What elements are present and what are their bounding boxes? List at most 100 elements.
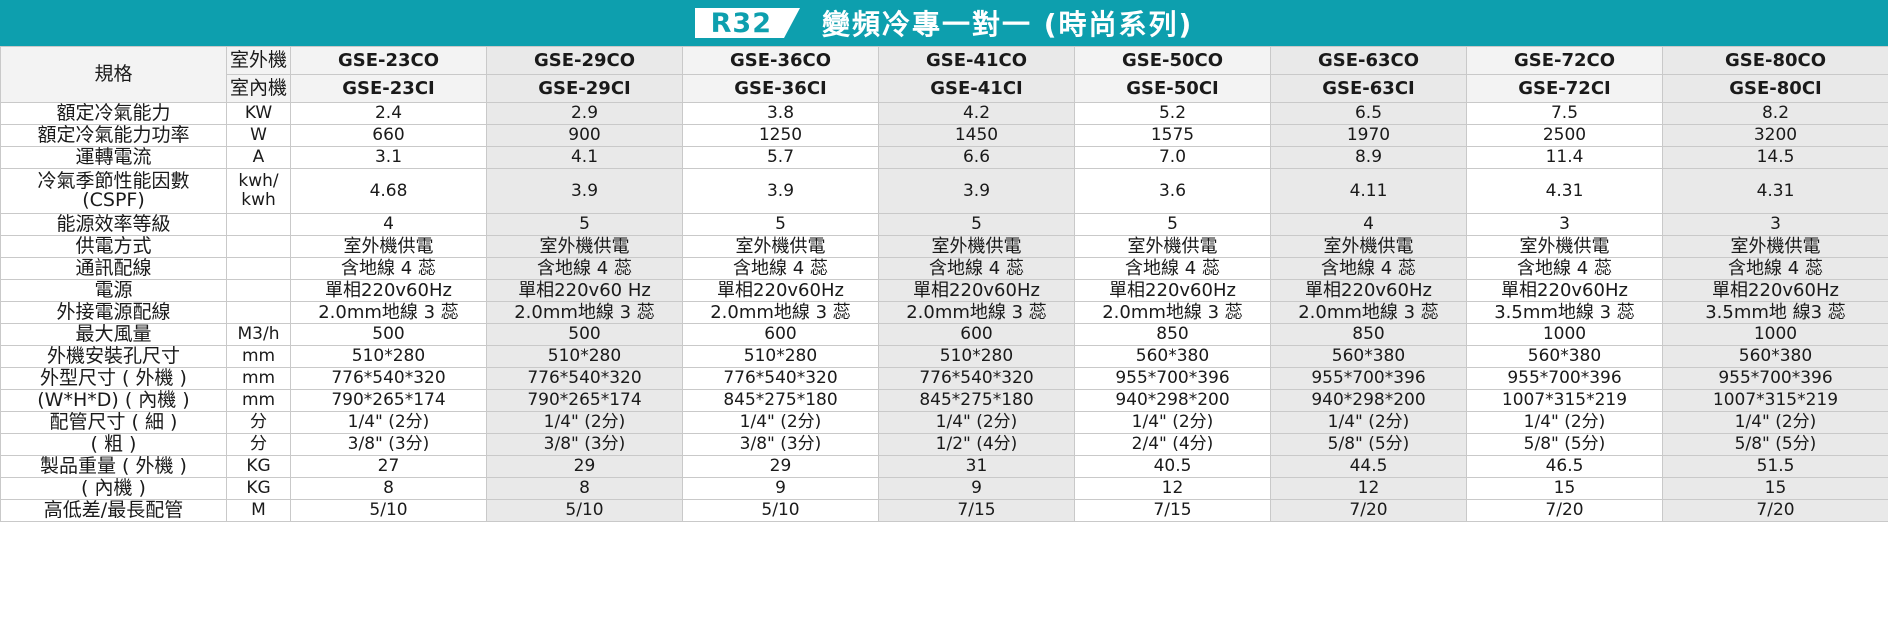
value-cell: 850 [1074,323,1271,346]
row-label: 供電方式 [0,235,227,258]
value-cell: 15 [1662,477,1888,500]
table-row: 配管尺寸 ( 細 ) 分 1/4" (2分) 1/4" (2分) 1/4" (2分) 1/… [0,411,1888,434]
value-cell: 560*380 [1074,345,1271,368]
banner-content: R32 變頻冷專一對一 (時尚系列) [695,3,1194,43]
value-cell: 3 [1662,213,1888,236]
value-cell: 室外機供電 [682,235,879,258]
value-cell: 955*700*396 [1466,367,1663,390]
value-cell: 含地線 4 蕊 [290,257,487,280]
row-label: ( 粗 ) [0,433,227,456]
table-row: 額定冷氣能力功率 W 660 900 1250 1450 1575 1970 2500 3200 [0,124,1888,147]
value-cell: 1/4" (2分) [1074,411,1271,434]
outdoor-model-cell: GSE-72CO [1466,46,1663,75]
value-cell: 1/4" (2分) [1662,411,1888,434]
outdoor-model-cell: GSE-23CO [290,46,487,75]
value-cell: 2.0mm地線 3 蕊 [878,301,1075,324]
value-cell: 5/8" (5分) [1662,433,1888,456]
spec-table-body: 規格 室外機 GSE-23CO GSE-29CO GSE-36CO GSE-41CO GSE… [0,46,1888,522]
header-row-indoor: 室內機 GSE-23CI GSE-29CI GSE-36CI GSE-41CI GSE-5… [1,74,1888,103]
row-unit: kwh/kwh [226,168,291,214]
value-cell: 4.31 [1662,168,1888,214]
table-row: 額定冷氣能力 KW 2.4 2.9 3.8 4.2 5.2 6.5 7.5 8.2 [0,102,1888,125]
value-cell: 510*280 [878,345,1075,368]
page-title: 變頻冷專一對一 (時尚系列) [822,8,1194,41]
value-cell: 7/20 [1466,499,1663,522]
value-cell: 3.5mm地 線3 蕊 [1662,301,1888,324]
value-cell: 2.0mm地線 3 蕊 [1270,301,1467,324]
indoor-model-cell: GSE-41CI [878,74,1075,103]
value-cell: 室外機供電 [878,235,1075,258]
row-label: ( 內機 ) [0,477,227,500]
value-cell: 776*540*320 [878,367,1075,390]
spec-header-label: 規格 [0,46,227,103]
table-row: (W*H*D) ( 內機 ) mm 790*265*174 790*265*174 84… [0,389,1888,412]
value-cell: 790*265*174 [290,389,487,412]
value-cell: 7/20 [1270,499,1467,522]
table-row: 外型尺寸 ( 外機 ) mm 776*540*320 776*540*320 776*5… [0,367,1888,390]
row-label: 外接電源配線 [0,301,227,324]
value-cell: 3/8" (3分) [486,433,683,456]
row-unit [226,301,291,324]
value-cell: 600 [878,323,1075,346]
value-cell: 500 [290,323,487,346]
value-cell: 6.6 [878,146,1075,169]
table-row: 供電方式 室外機供電 室外機供電 室外機供電 室外機供電 室外機供電 室外機供電 室外機供電室… [0,235,1888,258]
value-cell: 含地線 4 蕊 [1662,257,1888,280]
value-cell: 1/4" (2分) [682,411,879,434]
value-cell: 4 [290,213,487,236]
value-cell: 790*265*174 [486,389,683,412]
value-cell: 900 [486,124,683,147]
value-cell: 1970 [1270,124,1467,147]
table-row: 最大風量 M3/h 500 500 600 600 850 850 1000 1000 [0,323,1888,346]
value-cell: 6.5 [1270,102,1467,125]
value-cell: 3/8" (3分) [682,433,879,456]
row-label: 高低差/最長配管 [0,499,227,522]
row-unit-line: kwh [241,190,276,210]
value-cell: 845*275*180 [682,389,879,412]
value-cell: 8.9 [1270,146,1467,169]
value-cell: 600 [682,323,879,346]
value-cell: 單相220v60Hz [1662,279,1888,302]
row-unit: mm [226,389,291,412]
value-cell: 560*380 [1270,345,1467,368]
table-row: 製品重量 ( 外機 ) KG 27 29 29 31 40.5 44.5 46.5 51.5 [0,455,1888,478]
value-cell: 含地線 4 蕊 [1270,257,1467,280]
value-cell: 單相220v60Hz [1270,279,1467,302]
value-cell: 9 [878,477,1075,500]
indoor-model-cell: GSE-23CI [290,74,487,103]
value-cell: 1/4" (2分) [290,411,487,434]
value-cell: 單相220v60Hz [1466,279,1663,302]
value-cell: 955*700*396 [1270,367,1467,390]
value-cell: 含地線 4 蕊 [682,257,879,280]
row-label: 外型尺寸 ( 外機 ) [0,367,227,390]
row-unit: 分 [226,433,291,456]
row-label: 能源效率等級 [0,213,227,236]
value-cell: 3.9 [682,168,879,214]
row-label: 電源 [0,279,227,302]
header-row-outdoor: 規格 室外機 GSE-23CO GSE-29CO GSE-36CO GSE-41CO GSE… [0,46,1888,103]
indoor-model-cell: GSE-63CI [1270,74,1467,103]
outdoor-model-cell: GSE-29CO [486,46,683,75]
value-cell: 11.4 [1466,146,1663,169]
value-cell: 3200 [1662,124,1888,147]
value-cell: 14.5 [1662,146,1888,169]
value-cell: 8 [486,477,683,500]
value-cell: 940*298*200 [1074,389,1271,412]
value-cell: 含地線 4 蕊 [1074,257,1271,280]
value-cell: 660 [290,124,487,147]
row-unit: M3/h [226,323,291,346]
value-cell: 29 [682,455,879,478]
value-cell: 15 [1466,477,1663,500]
value-cell: 955*700*396 [1074,367,1271,390]
outdoor-model-cell: GSE-41CO [878,46,1075,75]
value-cell: 776*540*320 [290,367,487,390]
value-cell: 12 [1074,477,1271,500]
value-cell: 室外機供電 [1662,235,1888,258]
value-cell: 1/4" (2分) [1270,411,1467,434]
value-cell: 室外機供電 [1270,235,1467,258]
value-cell: 室外機供電 [1074,235,1271,258]
table-row: ( 內機 ) KG 8 8 9 9 12 12 15 15 [0,477,1888,500]
value-cell: 單相220v60Hz [878,279,1075,302]
row-label: 配管尺寸 ( 細 ) [0,411,227,434]
row-label: 額定冷氣能力 [0,102,227,125]
